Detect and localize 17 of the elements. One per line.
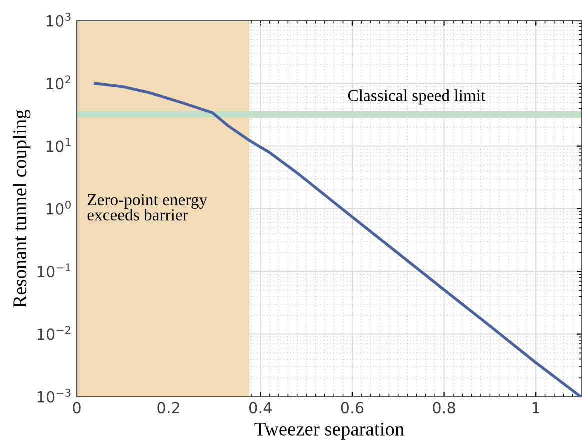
y-tick-label: 10$^{−2}$ (38, 326, 71, 340)
y-tick-label: 10$^{3}$ (46, 12, 71, 27)
y-tick-label: 10$^{−3}$ (38, 388, 71, 403)
y-tick-label: 10$^{2}$ (46, 76, 71, 90)
x-tick-label: 1 (532, 402, 540, 414)
x-tick-label: 0.2 (158, 402, 180, 414)
y-axis-title: Resonant tunnel coupling (12, 110, 31, 308)
ref-line-label: Classical speed limit (348, 90, 486, 105)
x-tick-label: 0.8 (433, 402, 456, 414)
band-label: Zero-point energy exceeds barrier (88, 194, 208, 221)
x-tick-label: 0.6 (341, 402, 364, 414)
x-axis-title: Tweezer separation (254, 422, 404, 440)
y-tick-label: 10$^{−1}$ (38, 264, 71, 278)
x-tick-label: 0.4 (249, 402, 272, 414)
y-tick-label: 10$^{1}$ (46, 138, 71, 152)
y-tick-label: 10$^{0}$ (46, 200, 71, 215)
x-tick-label: 0 (73, 402, 81, 414)
